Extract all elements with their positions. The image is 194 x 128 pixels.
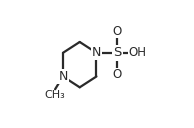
Text: O: O xyxy=(113,25,122,38)
Text: N: N xyxy=(58,70,68,83)
Text: OH: OH xyxy=(128,46,146,59)
Text: S: S xyxy=(113,46,121,59)
Text: O: O xyxy=(113,68,122,81)
Text: N: N xyxy=(92,46,101,59)
Text: CH₃: CH₃ xyxy=(45,90,65,100)
